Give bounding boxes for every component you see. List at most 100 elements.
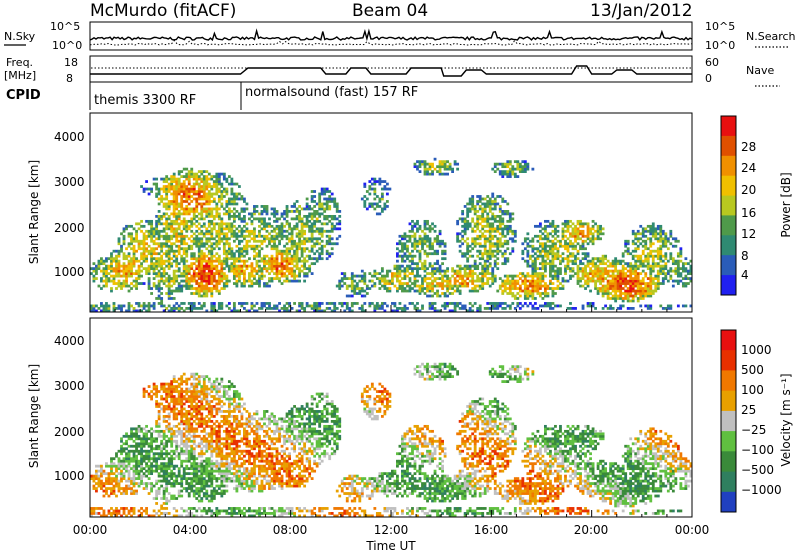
heatmap-cell — [217, 262, 221, 266]
heatmap-cell — [431, 267, 434, 271]
heatmap-cell — [147, 229, 151, 233]
heatmap-cell — [145, 249, 148, 253]
heatmap-cell — [491, 200, 495, 203]
heatmap-cell — [654, 249, 658, 253]
heatmap-cell — [466, 227, 470, 231]
heatmap-cell — [413, 242, 417, 246]
heatmap-cell — [205, 229, 209, 233]
heatmap-cell — [152, 232, 156, 236]
heatmap-cell — [564, 257, 567, 261]
heatmap-cell — [222, 242, 226, 246]
heatmap-cell — [493, 214, 497, 218]
heatmap-cell — [192, 287, 196, 290]
heatmap-cell — [200, 304, 204, 308]
heatmap-cell — [225, 232, 229, 236]
freq-line — [90, 65, 692, 77]
heatmap-cell — [212, 287, 216, 290]
heatmap-cell — [556, 277, 560, 280]
heatmap-cell — [433, 237, 437, 241]
heatmap-cell — [140, 242, 143, 246]
heatmap-cell — [401, 287, 404, 290]
heatmap-cell — [205, 200, 209, 203]
heatmap-cell — [661, 242, 665, 246]
heatmap-cell — [416, 284, 419, 288]
heatmap-cell — [516, 279, 520, 283]
heatmap-cell — [227, 227, 231, 231]
heatmap-cell — [421, 282, 424, 285]
heatmap-cell — [401, 257, 404, 261]
heatmap-cell — [305, 267, 309, 271]
heatmap-cell — [589, 259, 592, 263]
heatmap-cell — [624, 267, 628, 271]
heatmap-cell — [649, 249, 653, 253]
heatmap-cell — [162, 177, 166, 181]
heatmap-cell — [215, 279, 219, 283]
heatmap-cell — [127, 252, 131, 256]
heatmap-cell — [621, 269, 625, 273]
heatmap-cell — [408, 252, 412, 256]
heatmap-cell — [393, 274, 397, 278]
heatmap-cell — [486, 249, 490, 253]
heatmap-cell — [508, 287, 512, 290]
heatmap-cell — [338, 287, 342, 290]
heatmap-cell — [533, 287, 537, 290]
heatmap-cell — [170, 307, 174, 310]
heatmap-cell — [536, 307, 540, 310]
heatmap-cell — [669, 267, 673, 271]
heatmap-cell — [97, 474, 101, 478]
heatmap-cell — [315, 217, 319, 221]
heatmap-cell — [328, 239, 332, 243]
heatmap-cell — [619, 269, 623, 273]
heatmap-cell — [125, 227, 128, 231]
heatmap-cell — [205, 175, 209, 178]
heatmap-cell — [210, 210, 214, 213]
heatmap-cell — [135, 284, 138, 288]
heatmap-cell — [340, 304, 344, 308]
heatmap-cell — [160, 287, 164, 290]
heatmap-cell — [611, 277, 615, 280]
heatmap-cell — [285, 252, 289, 256]
heatmap-cell — [268, 262, 271, 266]
heatmap-cell — [601, 292, 605, 295]
heatmap-cell — [130, 489, 133, 493]
heatmap-cell — [243, 302, 246, 305]
heatmap-cell — [288, 249, 291, 253]
heatmap-cell — [431, 172, 434, 176]
heatmap-cell — [205, 177, 209, 181]
heatmap-cell — [197, 185, 201, 188]
heatmap-cell — [320, 229, 324, 233]
heatmap-cell — [599, 257, 602, 261]
heatmap-cell — [591, 277, 595, 280]
heatmap-cell — [473, 289, 477, 293]
heatmap-cell — [220, 304, 224, 308]
heatmap-cell — [195, 242, 199, 246]
heatmap-cell — [463, 264, 467, 268]
heatmap-cell — [192, 239, 196, 243]
heatmap-cell — [102, 274, 106, 278]
heatmap-cell — [533, 284, 537, 288]
heatmap-cell — [330, 242, 334, 246]
power-ylabel: Slant Range [km] — [27, 160, 41, 264]
heatmap-cell — [536, 249, 540, 253]
heatmap-cell — [305, 224, 309, 228]
heatmap-cell — [649, 254, 653, 258]
heatmap-cell — [398, 287, 402, 290]
heatmap-cell — [205, 185, 209, 188]
heatmap-cell — [260, 267, 264, 271]
heatmap-cell — [268, 272, 271, 275]
heatmap-cell — [202, 177, 206, 181]
heatmap-cell — [170, 289, 174, 293]
heatmap-cell — [383, 185, 387, 188]
heatmap-cell — [574, 307, 577, 310]
heatmap-cell — [523, 287, 527, 290]
heatmap-cell — [634, 267, 638, 271]
heatmap-cell — [152, 282, 156, 285]
heatmap-cell — [416, 242, 419, 246]
heatmap-cell — [160, 304, 164, 308]
heatmap-cell — [130, 247, 133, 251]
heatmap-cell — [621, 259, 625, 263]
heatmap-cell — [207, 190, 211, 193]
heatmap-cell — [569, 254, 572, 258]
heatmap-cell — [396, 287, 399, 290]
heatmap-cell — [496, 219, 500, 223]
